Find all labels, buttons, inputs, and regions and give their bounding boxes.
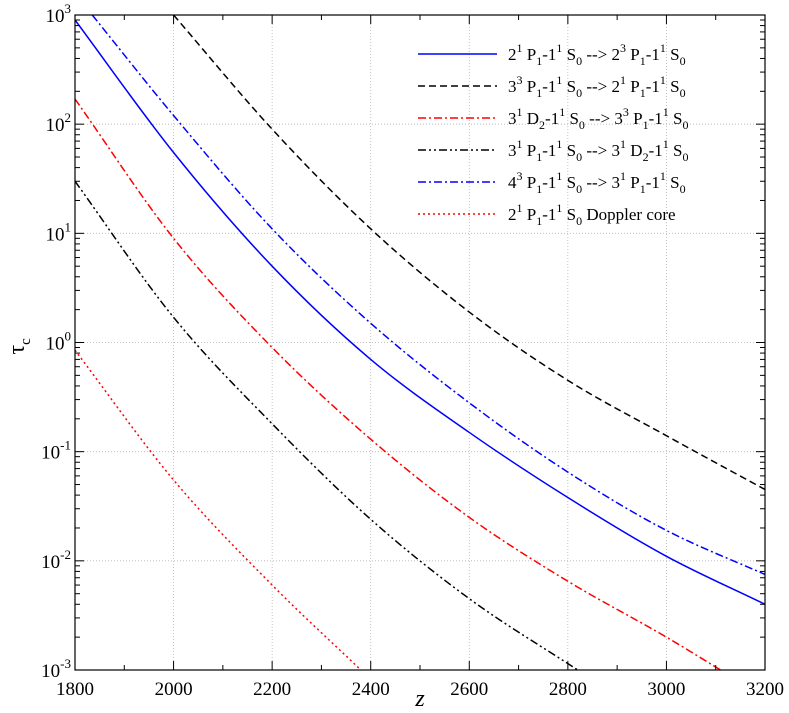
x-tick-label: 1800: [56, 679, 94, 700]
x-tick-label: 2600: [450, 679, 488, 700]
plot-frame: [74, 14, 766, 671]
y-tick-label: 10-1: [41, 438, 71, 464]
x-tick-label: 3200: [746, 679, 784, 700]
y-tick-label: 101: [46, 219, 72, 245]
legend-label-3: 31 D2-11 S0 --> 33 P1-11 S0: [508, 105, 688, 132]
x-axis-label: z: [414, 686, 425, 712]
series-line-2: [173, 15, 765, 491]
series-line-5: [91, 15, 765, 576]
x-tick-label: 2400: [352, 679, 390, 700]
y-tick-label: 102: [46, 110, 72, 136]
legend-label-4: 31 P1-11 S0 --> 31 D2-11 S0: [508, 137, 688, 164]
legend-label-2: 33 P1-11 S0 --> 21 P1-11 S0: [508, 73, 686, 100]
legend-label-6: 21 P1-11 S0 Doppler core: [508, 201, 676, 228]
series-line-3: [75, 98, 722, 670]
legend-label-5: 43 P1-11 S0 --> 31 P1-11 S0: [508, 169, 686, 196]
x-tick-label: 2000: [155, 679, 193, 700]
y-tick-label: 103: [46, 1, 72, 27]
series-layer: [75, 15, 765, 670]
grid-lines: [75, 15, 765, 670]
y-tick-label: 100: [46, 329, 72, 355]
series-line-6: [75, 349, 362, 670]
y-tick-label: 10-3: [41, 656, 71, 682]
y-axis-label: τc: [4, 338, 34, 355]
legend: 21 P1-11 S0 --> 23 P1-11 S0 33 P1-11 S0 -…: [418, 41, 688, 228]
y-tick-label: 10-2: [41, 547, 71, 573]
x-tick-label: 2800: [549, 679, 587, 700]
x-tick-label: 2200: [253, 679, 291, 700]
series-line-4: [75, 180, 579, 670]
series-line-1: [75, 19, 765, 605]
x-tick-label: 3000: [647, 679, 685, 700]
legend-label-1: 21 P1-11 S0 --> 23 P1-11 S0: [508, 41, 686, 68]
y-tick-labels: 103 102 101 100 10-1 10-2 10-3: [41, 1, 71, 682]
x-tick-labels: 1800 2000 2200 2400 2600 2800 3000 3200: [56, 679, 784, 700]
